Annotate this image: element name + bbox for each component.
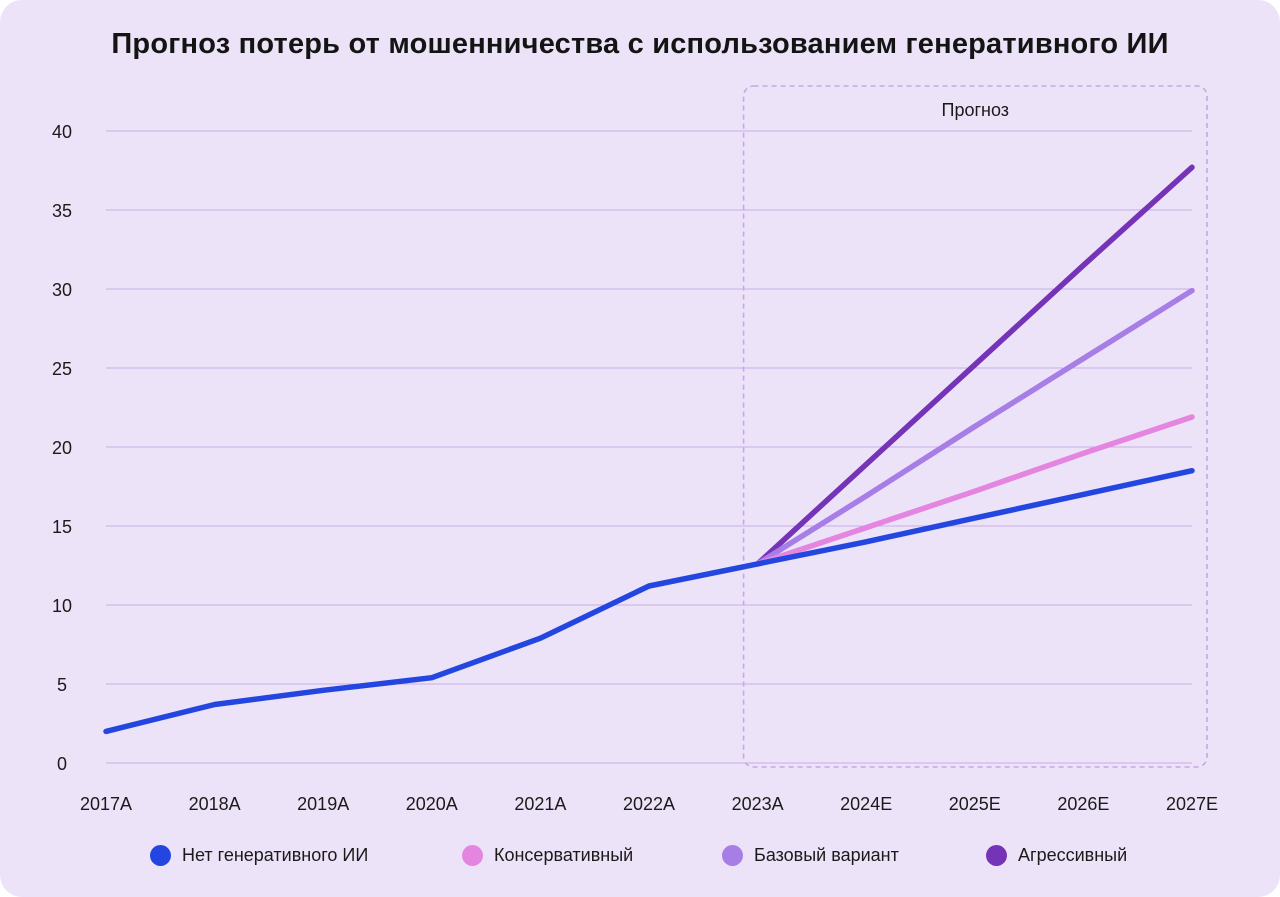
legend-swatch <box>462 844 483 866</box>
y-tick-label: 40 <box>52 122 72 142</box>
y-tick-label: 10 <box>52 596 72 616</box>
series-line-0 <box>103 467 1195 735</box>
legend-label: Базовый вариант <box>754 844 899 865</box>
legend-swatch <box>986 844 1007 866</box>
x-tick-label: 2026E <box>1057 794 1109 814</box>
x-tick-label: 2018A <box>189 794 241 814</box>
y-tick-label: 25 <box>52 359 72 379</box>
legend-item: Базовый вариант <box>722 838 899 872</box>
legend-item: Нет генеративного ИИ <box>150 838 368 872</box>
x-tick-label: 2027E <box>1166 794 1218 814</box>
legend-swatch <box>150 844 171 866</box>
x-tick-label: 2023A <box>732 794 784 814</box>
series-line-3 <box>754 164 1195 567</box>
y-tick-label: 5 <box>57 675 67 695</box>
x-tick-label: 2021A <box>514 794 566 814</box>
x-tick-label: 2020A <box>406 794 458 814</box>
x-tick-label: 2017A <box>80 794 132 814</box>
chart-legend: Нет генеративного ИИ Консервативный Базовы… <box>0 838 1280 872</box>
forecast-label: Прогноз <box>942 100 1010 120</box>
y-tick-label: 30 <box>52 280 72 300</box>
legend-swatch <box>722 844 743 866</box>
x-tick-label: 2025E <box>949 794 1001 814</box>
y-tick-label: 0 <box>57 754 67 774</box>
y-tick-label: 20 <box>52 438 72 458</box>
y-tick-label: 35 <box>52 201 72 221</box>
legend-label: Нет генеративного ИИ <box>182 844 369 865</box>
chart-title: Прогноз потерь от мошенничества с исполь… <box>111 28 1169 60</box>
legend-label: Агрессивный <box>1018 844 1128 865</box>
legend-label: Консервативный <box>494 844 634 865</box>
series-line-2 <box>754 287 1195 567</box>
y-tick-label: 15 <box>52 517 72 537</box>
x-tick-label: 2024E <box>840 794 892 814</box>
x-tick-label: 2019A <box>297 794 349 814</box>
series-line-1 <box>754 414 1195 567</box>
legend-item: Консервативный <box>462 838 633 872</box>
legend-item: Агрессивный <box>986 838 1127 872</box>
x-tick-label: 2022A <box>623 794 675 814</box>
